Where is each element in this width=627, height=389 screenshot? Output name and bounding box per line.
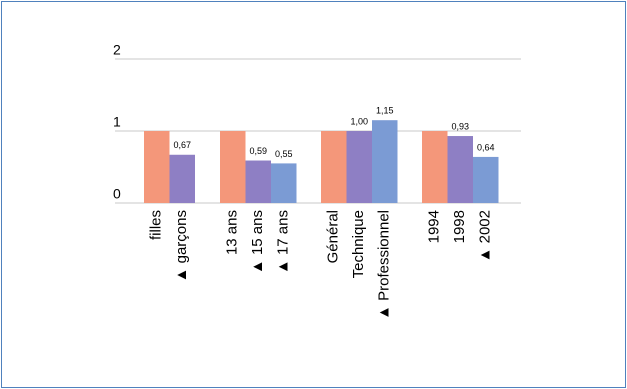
x-tick-label: ▲ 2002 — [477, 210, 494, 262]
bar — [169, 154, 195, 203]
y-tick-label: 0 — [113, 186, 121, 202]
value-label: 0,64 — [477, 142, 495, 152]
value-label: 0,93 — [451, 121, 469, 131]
bar — [245, 160, 271, 203]
bar — [422, 131, 448, 203]
value-label: 0,67 — [173, 140, 191, 150]
x-tick-label: ▲ garçons — [173, 210, 190, 282]
x-tick-label: 1998 — [451, 210, 468, 243]
y-tick-label: 1 — [113, 114, 121, 130]
bar — [144, 131, 170, 203]
value-label: 0,59 — [249, 146, 267, 156]
x-tick-label: filles — [148, 210, 165, 240]
x-tick-label: ▲ Professionnel — [376, 210, 393, 320]
x-tick-label: Général — [325, 210, 342, 263]
bar — [220, 131, 246, 203]
bar — [321, 131, 347, 203]
bar — [372, 120, 398, 203]
x-tick-label: Technique — [350, 210, 367, 278]
x-tick-label: ▲ 15 ans — [249, 210, 266, 274]
bar — [473, 156, 499, 203]
x-tick-label: 1994 — [426, 210, 443, 243]
value-label: 0,55 — [275, 149, 293, 159]
value-label: 1,00 — [350, 116, 368, 126]
y-tick-label: 2 — [113, 42, 121, 58]
x-tick-label: ▲ 17 ans — [275, 210, 292, 274]
bar — [447, 136, 473, 203]
value-label: 1,15 — [376, 106, 394, 116]
x-tick-label: 13 ans — [224, 210, 241, 255]
bar — [271, 163, 297, 203]
bar — [346, 131, 372, 203]
